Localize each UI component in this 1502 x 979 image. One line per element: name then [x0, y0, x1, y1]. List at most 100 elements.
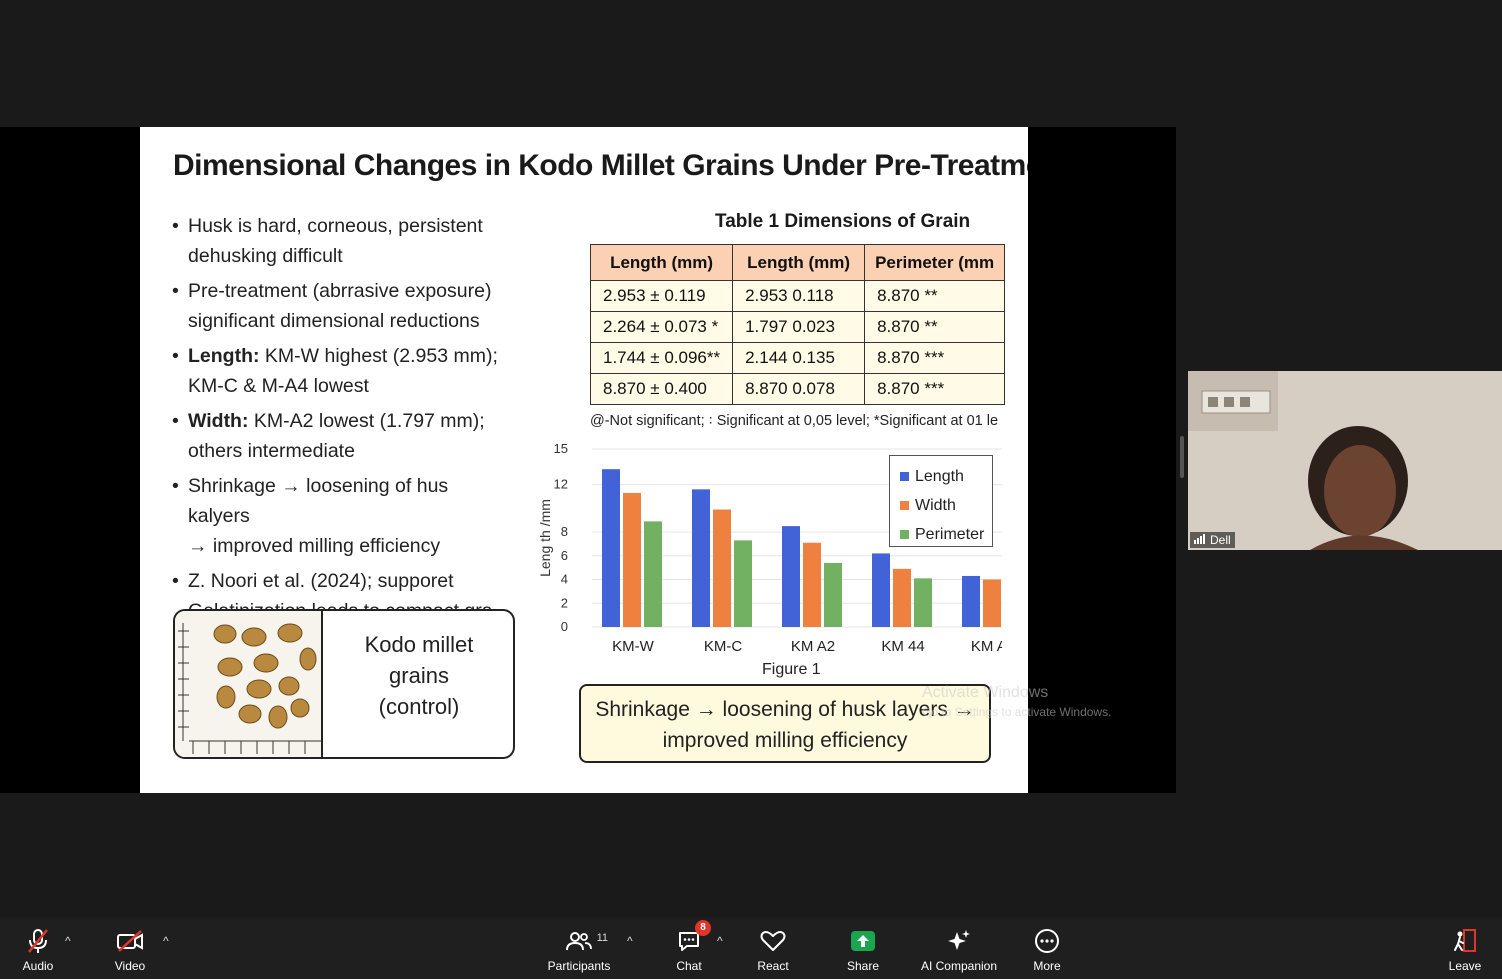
bullet-list: Husk is hard, corneous, persistent dehus… [170, 211, 500, 631]
bar-length [602, 469, 620, 627]
table-cell: 8.870 ** [864, 311, 1006, 343]
y-tick-label: 6 [561, 548, 568, 563]
table-row: 8.870 ± 0.400 8.870 0.078 8.870 *** [589, 373, 1006, 405]
audio-button[interactable]: Audio [20, 918, 56, 979]
more-dots-icon [1034, 926, 1060, 956]
table-cell: 8.870 0.078 [732, 373, 866, 405]
bar-length [872, 553, 890, 627]
x-tick-label: KM-W [612, 638, 654, 655]
participant-video-tile[interactable]: Dell [1188, 371, 1502, 550]
more-button[interactable]: More [1029, 918, 1065, 979]
figure-caption: Figure 1 [762, 661, 821, 678]
table-cell: 8.870 *** [864, 373, 1006, 405]
table-header-cell: Perimeter (mm [864, 244, 1006, 281]
callout-box: Shrinkage → loosening of husk layers → i… [579, 684, 991, 763]
sparkle-icon [946, 926, 972, 956]
y-tick-label: 15 [554, 441, 568, 456]
video-off-icon [116, 926, 144, 956]
bar-chart: 0 2 4 6 8 12 15 Leng th /mm KM-W KM-C KM A2 KM 44 KM… [530, 437, 1002, 687]
chat-options-caret-icon[interactable]: ^ [717, 934, 723, 948]
table-header-cell: Length (mm) [589, 244, 734, 281]
chat-unread-badge: 8 [695, 920, 711, 936]
legend-item: Length [900, 462, 992, 491]
share-screen-icon [850, 926, 876, 956]
table-cell: 2.953 0.118 [732, 280, 866, 312]
audio-options-caret-icon[interactable]: ^ [65, 934, 71, 948]
participants-button[interactable]: 11 Participants [545, 918, 613, 979]
y-axis-label: Leng th /mm [537, 499, 553, 577]
bullet-item: Pre-treatment (abrrasive exposure) signi… [170, 276, 500, 336]
table-cell: 1.744 ± 0.096** [589, 342, 734, 374]
legend-swatch [900, 501, 909, 510]
chart-svg: 0 2 4 6 8 12 15 Leng th /mm KM-W KM-C KM A2 KM 44 KM… [537, 441, 1002, 655]
participants-count: 11 [596, 932, 608, 944]
chat-icon: 8 [677, 920, 711, 956]
y-tick-label: 12 [554, 477, 568, 492]
leave-door-icon [1452, 926, 1478, 956]
table-row: 2.953 ± 0.119 2.953 0.118 8.870 ** [589, 280, 1006, 312]
muted-microphone-icon [26, 926, 50, 956]
x-tick-label: KM 44 [881, 638, 924, 655]
chart-legend: Length Width Perimeter [889, 455, 993, 547]
participants-icon: 11 [566, 926, 608, 956]
table-cell: 8.870 ± 0.400 [589, 373, 734, 405]
bar-length [782, 526, 800, 627]
legend-item: Perimeter [900, 520, 992, 549]
heart-icon [760, 926, 786, 956]
y-tick-label: 2 [561, 595, 568, 610]
legend-swatch [900, 530, 909, 539]
presentation-slide: Dimensional Changes in Kodo Millet Grain… [140, 127, 1028, 793]
participant-name-label: Dell [1190, 532, 1235, 548]
signal-bars-icon [1194, 533, 1206, 547]
bullet-item: Shrinkage → loosening of hus kalyers → i… [170, 471, 500, 561]
bar-width [713, 509, 731, 627]
bar-perimeter [644, 521, 662, 627]
dimensions-table: Length (mm) Length (mm) Perimeter (mm 2.… [589, 244, 1006, 405]
slide-title: Dimensional Changes in Kodo Millet Grain… [173, 149, 1028, 182]
legend-item: Width [900, 491, 992, 520]
table-cell: 1.797 0.023 [732, 311, 866, 343]
table-caption: Table 1 Dimensions of Grain [715, 211, 971, 232]
table-cell: 2.953 ± 0.119 [589, 280, 734, 312]
y-tick-label: 4 [561, 572, 568, 587]
share-button[interactable]: Share [844, 918, 882, 979]
participant-video-frame [1188, 371, 1502, 550]
bar-perimeter [914, 578, 932, 627]
bar-perimeter [734, 540, 752, 627]
bar-length [962, 575, 980, 627]
y-tick-label: 8 [561, 524, 568, 539]
x-tick-label: KM-C [704, 638, 742, 655]
bar-width [623, 492, 641, 627]
x-tick-label: KM A6 [971, 638, 1002, 655]
bar-length [692, 489, 710, 627]
y-tick-label: 0 [561, 619, 568, 634]
bullet-item: Width: KM-A2 lowest (1.797 mm); others i… [170, 406, 500, 466]
bar-perimeter [824, 562, 842, 627]
table-header-row: Length (mm) Length (mm) Perimeter (mm [589, 244, 1006, 281]
chat-button[interactable]: 8 Chat [672, 918, 711, 979]
table-cell: 2.144 0.135 [732, 342, 866, 374]
bar-width [803, 542, 821, 627]
millet-grains-photo [175, 611, 323, 757]
meeting-stage: Dimensional Changes in Kodo Millet Grain… [0, 0, 1502, 918]
grain-label: Kodo millet grains (control) [364, 632, 474, 719]
table-cell: 8.870 ** [864, 280, 1006, 312]
table-cell: 8.870 *** [864, 342, 1006, 374]
resize-handle[interactable] [1180, 436, 1184, 478]
table-row: 2.264 ± 0.073 * 1.797 0.023 8.870 ** [589, 311, 1006, 343]
grain-image-box: Kodo millet grains (control) [173, 609, 515, 759]
leave-button[interactable]: Leave [1446, 918, 1484, 979]
meeting-toolbar: Audio ^ Video ^ 11 Participants ^ 8 Chat… [0, 918, 1502, 979]
bar-width [893, 568, 911, 627]
react-button[interactable]: React [754, 918, 792, 979]
video-options-caret-icon[interactable]: ^ [163, 934, 169, 948]
table-cell: 2.264 ± 0.073 * [589, 311, 734, 343]
table-row: 1.744 ± 0.096** 2.144 0.135 8.870 *** [589, 342, 1006, 374]
ai-companion-button[interactable]: AI Companion [918, 918, 1000, 979]
video-button[interactable]: Video [112, 918, 148, 979]
bullet-item: Length: KM-W highest (2.953 mm); KM-C & … [170, 341, 500, 401]
participants-options-caret-icon[interactable]: ^ [627, 934, 633, 948]
bar-width [983, 579, 1001, 627]
legend-swatch [900, 472, 909, 481]
table-header-cell: Length (mm) [732, 244, 866, 281]
